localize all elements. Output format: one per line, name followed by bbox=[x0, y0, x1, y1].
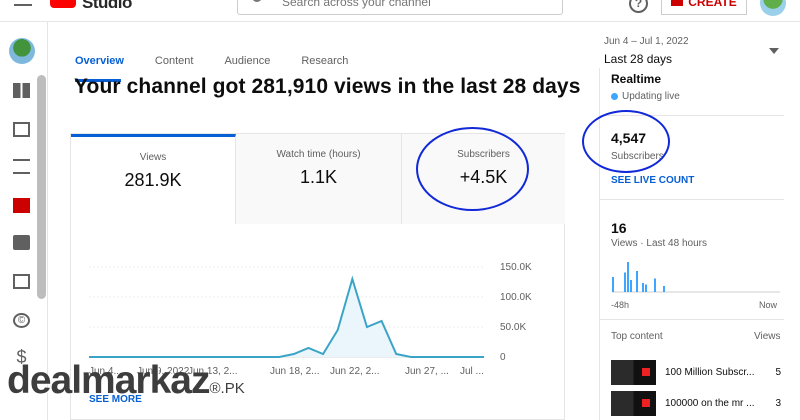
help-icon[interactable]: ? bbox=[629, 0, 648, 13]
divider bbox=[599, 199, 784, 200]
top-content-views-header: Views bbox=[754, 331, 781, 342]
metric-label-views: Views bbox=[139, 152, 167, 163]
x-tick-label: Jul ... bbox=[460, 366, 484, 377]
video-thumbnail[interactable] bbox=[611, 360, 656, 385]
list-item[interactable]: 100 Million Subscr... 5 bbox=[611, 359, 781, 386]
divider bbox=[599, 115, 784, 116]
analytics-icon[interactable] bbox=[13, 198, 30, 213]
see-more-link[interactable]: SEE MORE bbox=[89, 394, 142, 405]
tab-audience[interactable]: Audience bbox=[224, 55, 271, 67]
search-input[interactable] bbox=[282, 0, 542, 9]
metric-label-watch-time: Watch time (hours) bbox=[276, 149, 361, 160]
x-tick-label: Jun 13, 2... bbox=[188, 366, 237, 377]
video-views: 3 bbox=[775, 398, 781, 409]
annotation-circle bbox=[582, 110, 670, 173]
x-tick-label: Jun 18, 2... bbox=[270, 366, 319, 377]
x-tick-label: Jun 27, ... bbox=[405, 366, 449, 377]
video-thumbnail[interactable] bbox=[611, 391, 656, 416]
annotation-circle bbox=[416, 127, 529, 211]
camera-icon bbox=[671, 0, 684, 6]
active-tab-indicator bbox=[75, 79, 121, 82]
realtime-bar-chart bbox=[612, 262, 780, 293]
divider bbox=[599, 319, 784, 320]
date-range-dates: Jun 4 – Jul 1, 2022 bbox=[604, 36, 689, 47]
tab-research[interactable]: Research bbox=[301, 55, 349, 67]
x-tick-label: Jun 22, 2... bbox=[330, 366, 379, 377]
channel-avatar[interactable] bbox=[9, 38, 35, 64]
mini-bar bbox=[627, 262, 629, 292]
chevron-down-icon[interactable] bbox=[769, 48, 779, 54]
mini-bar bbox=[636, 271, 638, 292]
live-dot-icon bbox=[611, 93, 618, 100]
menu-icon[interactable] bbox=[14, 0, 32, 6]
list-item[interactable]: 100000 on the mr ... 3 bbox=[611, 390, 781, 417]
see-live-count-link[interactable]: SEE LIVE COUNT bbox=[611, 175, 695, 186]
chart-grid bbox=[89, 266, 484, 358]
mini-bar bbox=[645, 284, 647, 292]
date-range-selector[interactable]: Jun 4 – Jul 1, 2022 Last 28 days bbox=[604, 36, 689, 66]
realtime-views-count: 16 bbox=[611, 220, 627, 236]
live-status: Updating live bbox=[611, 91, 680, 102]
playlists-icon[interactable] bbox=[13, 159, 30, 174]
search-icon[interactable] bbox=[252, 0, 262, 2]
watermark-text: dealmarkaz bbox=[7, 359, 210, 402]
sidebar-scrollbar[interactable] bbox=[37, 75, 46, 299]
y-tick-label: 0 bbox=[500, 352, 506, 363]
metric-value-watch-time: 1.1K bbox=[299, 167, 338, 187]
dashboard-icon[interactable] bbox=[13, 83, 30, 98]
content-icon[interactable] bbox=[13, 122, 30, 137]
mini-bar bbox=[654, 278, 656, 292]
watermark-logo: dealmarkaz®.PK bbox=[7, 359, 245, 403]
sidebar: © $ bbox=[0, 22, 48, 420]
create-label: CREATE bbox=[688, 0, 737, 9]
monetization-icon[interactable]: $ bbox=[16, 347, 27, 367]
y-tick-label: 150.0K bbox=[500, 262, 532, 273]
live-status-text: Updating live bbox=[622, 91, 680, 102]
analytics-tabs: Overview Content Audience Research bbox=[75, 55, 348, 67]
subtitles-icon[interactable] bbox=[13, 274, 30, 289]
search-box[interactable] bbox=[237, 0, 563, 15]
mini-axis-start: -48h bbox=[611, 300, 630, 310]
date-range-selection: Last 28 days bbox=[604, 52, 673, 66]
mini-bar bbox=[642, 283, 644, 292]
mini-axis-end: Now bbox=[759, 300, 778, 310]
y-tick-label: 100.0K bbox=[500, 292, 532, 303]
top-bar: Studio ? CREATE bbox=[0, 0, 800, 22]
mini-bar bbox=[624, 272, 626, 292]
mini-bar bbox=[612, 277, 614, 292]
comments-icon[interactable] bbox=[13, 235, 30, 250]
mini-bar bbox=[630, 280, 632, 292]
studio-logo-text[interactable]: Studio bbox=[82, 0, 132, 12]
y-tick-label: 50.0K bbox=[500, 322, 526, 333]
metric-views[interactable]: Views 281.9K bbox=[71, 134, 236, 224]
mini-bar bbox=[663, 286, 665, 292]
metric-watch-time[interactable]: Watch time (hours) 1.1K bbox=[236, 134, 402, 224]
watermark-suffix: ®.PK bbox=[209, 380, 245, 397]
x-tick-label: Jun 9, 2022 bbox=[137, 366, 190, 377]
metric-value-views: 281.9K bbox=[124, 170, 182, 190]
x-tick-label: Jun 4... bbox=[89, 366, 122, 377]
tab-overview[interactable]: Overview bbox=[75, 55, 124, 67]
video-views: 5 bbox=[775, 367, 781, 378]
account-avatar[interactable] bbox=[760, 0, 786, 16]
realtime-views-label: Views · Last 48 hours bbox=[611, 238, 707, 249]
realtime-title: Realtime bbox=[611, 72, 662, 86]
create-button[interactable]: CREATE bbox=[661, 0, 747, 15]
tab-content[interactable]: Content bbox=[154, 55, 194, 67]
chart-y-axis: 150.0K 100.0K 50.0K 0 bbox=[500, 262, 532, 363]
video-title[interactable]: 100 Million Subscr... bbox=[665, 367, 755, 378]
video-title[interactable]: 100000 on the mr ... bbox=[665, 398, 755, 409]
views-area-fill bbox=[89, 279, 484, 357]
views-line bbox=[89, 275, 484, 358]
youtube-logo-icon[interactable] bbox=[50, 0, 76, 8]
top-content-title: Top content bbox=[611, 331, 663, 342]
page-title: Your channel got 281,910 views in the la… bbox=[74, 75, 581, 98]
copyright-icon[interactable]: © bbox=[13, 313, 30, 328]
